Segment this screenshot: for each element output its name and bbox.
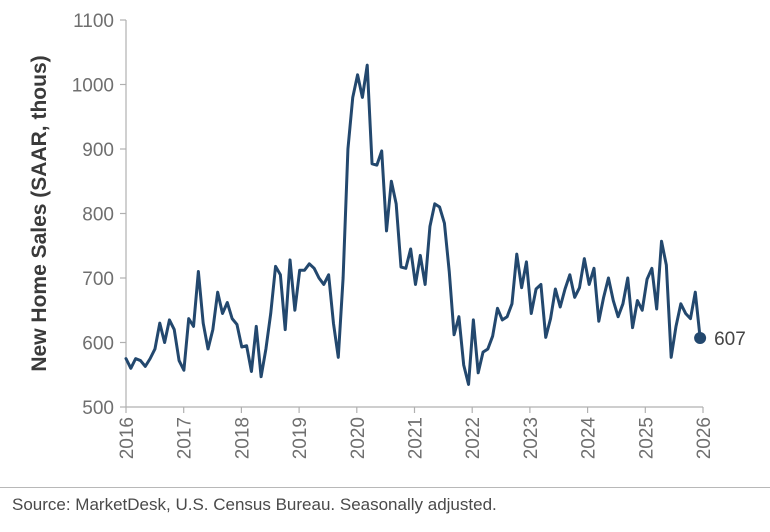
y-tick-label: 1000 bbox=[72, 76, 114, 97]
x-tick-label: 2024 bbox=[579, 417, 600, 460]
x-tick-label: 2016 bbox=[117, 417, 138, 459]
y-axis-title: New Home Sales (SAAR, thous) bbox=[28, 55, 51, 371]
y-tick-label: 1100 bbox=[73, 11, 114, 32]
x-tick-label: 2019 bbox=[290, 417, 311, 459]
line-chart: 500 600 700 800 900 1000 1100 2016 2017 2018 2019… bbox=[28, 11, 746, 460]
x-tick-label: 2023 bbox=[521, 417, 542, 459]
x-tick-label: 2022 bbox=[463, 417, 484, 459]
x-tick-label: 2020 bbox=[348, 417, 369, 459]
source-note: Source: MarketDesk, U.S. Census Bureau. … bbox=[12, 495, 497, 514]
y-tick-label: 500 bbox=[82, 398, 114, 419]
y-tick-label: 800 bbox=[82, 205, 114, 226]
end-value-label: 607 bbox=[714, 329, 746, 350]
x-tick-label: 2026 bbox=[694, 417, 715, 459]
series-line bbox=[124, 63, 702, 386]
y-tick-label: 700 bbox=[82, 269, 114, 290]
y-tick-label: 900 bbox=[82, 140, 114, 161]
y-tick-label: 600 bbox=[82, 334, 114, 355]
end-marker bbox=[694, 331, 707, 344]
footer-divider bbox=[0, 487, 770, 488]
x-tick-label: 2018 bbox=[232, 417, 253, 459]
x-tick-label: 2025 bbox=[636, 417, 657, 459]
x-tick-label: 2017 bbox=[175, 417, 196, 459]
x-axis: 2016 2017 2018 2019 2020 2021 2022 2023 2024 2025… bbox=[117, 406, 715, 460]
y-axis: 500 600 700 800 900 1000 1100 bbox=[72, 11, 127, 419]
x-tick-label: 2021 bbox=[406, 417, 427, 459]
